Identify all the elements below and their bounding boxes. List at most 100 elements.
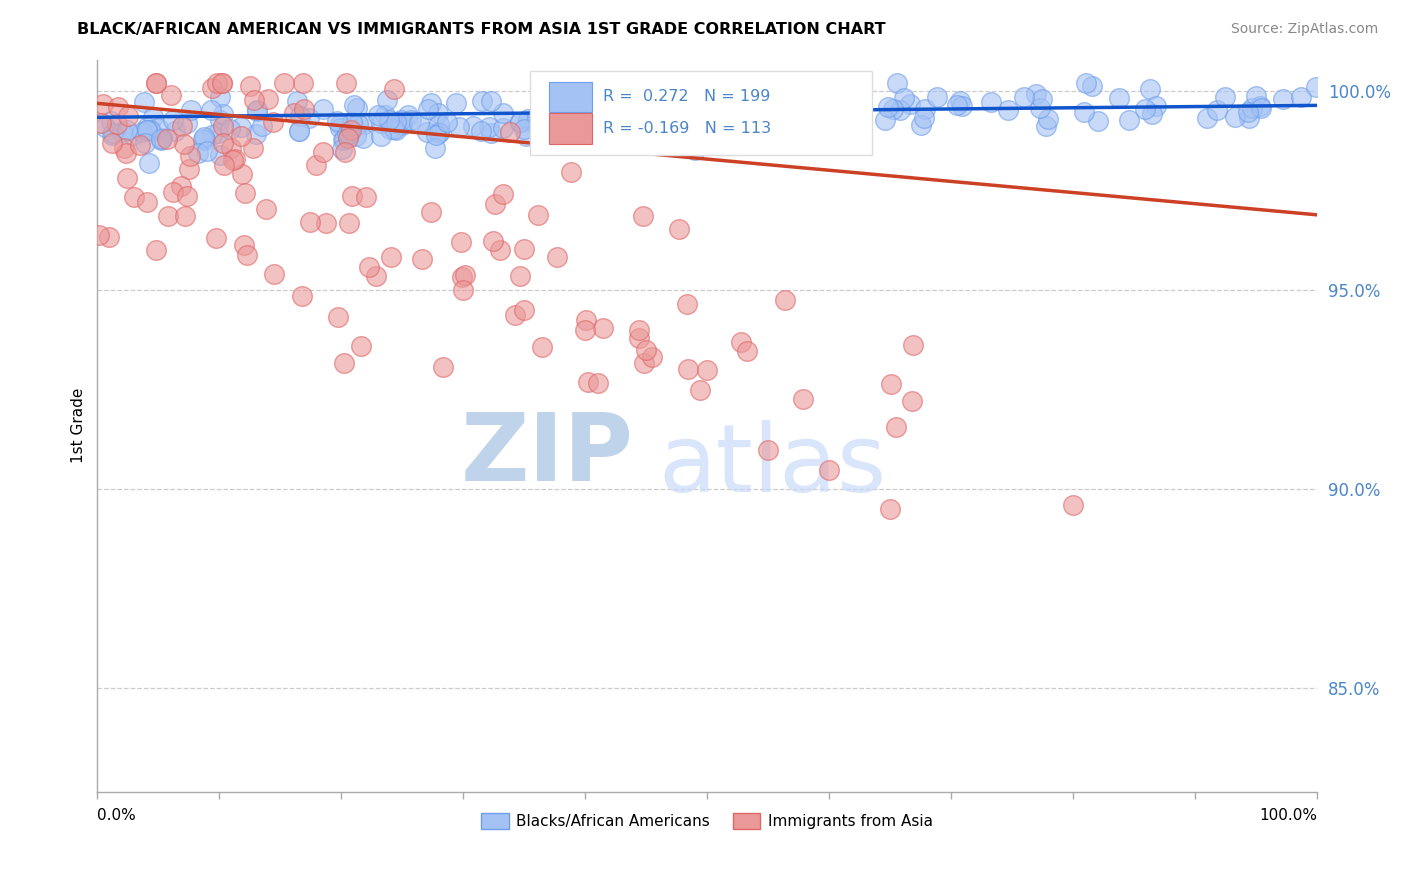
Point <box>818 462 841 476</box>
Point <box>288 109 311 123</box>
Point <box>527 208 550 222</box>
Point <box>574 323 596 337</box>
Point <box>333 356 356 370</box>
Point <box>436 115 458 129</box>
Point <box>212 157 235 171</box>
Point <box>450 270 472 285</box>
Point <box>1213 89 1236 103</box>
Point <box>177 162 200 177</box>
Point <box>346 117 368 131</box>
Point <box>470 124 492 138</box>
Point <box>513 303 536 318</box>
Point <box>484 197 506 211</box>
Point <box>925 89 948 103</box>
Point <box>423 141 446 155</box>
Point <box>377 113 399 128</box>
Point <box>367 108 389 122</box>
Point <box>492 105 515 120</box>
Point <box>115 171 138 186</box>
Point <box>176 116 198 130</box>
Point <box>685 114 707 128</box>
Point <box>586 376 609 390</box>
Point <box>673 91 696 105</box>
Point <box>100 114 122 128</box>
Point <box>643 95 665 110</box>
Text: BLACK/AFRICAN AMERICAN VS IMMIGRANTS FROM ASIA 1ST GRADE CORRELATION CHART: BLACK/AFRICAN AMERICAN VS IMMIGRANTS FRO… <box>77 22 886 37</box>
Point <box>633 209 655 223</box>
Point <box>343 120 366 134</box>
Point <box>676 297 699 311</box>
Point <box>97 230 120 244</box>
Text: R =  0.272   N = 199: R = 0.272 N = 199 <box>603 89 770 104</box>
Point <box>527 119 550 133</box>
Point <box>179 149 201 163</box>
Point <box>149 133 172 147</box>
Legend: Blacks/African Americans, Immigrants from Asia: Blacks/African Americans, Immigrants fro… <box>475 807 939 836</box>
Point <box>471 94 494 108</box>
Point <box>90 116 112 130</box>
Point <box>352 130 374 145</box>
Point <box>328 310 350 325</box>
Point <box>849 107 872 121</box>
Point <box>550 106 572 120</box>
Point <box>273 77 295 91</box>
Point <box>224 152 246 166</box>
Point <box>194 133 217 147</box>
Point <box>1038 112 1060 126</box>
Point <box>156 209 179 223</box>
Point <box>1031 92 1053 106</box>
Point <box>335 77 357 91</box>
Point <box>503 308 526 322</box>
Point <box>211 77 233 91</box>
Point <box>952 99 974 113</box>
Point <box>172 119 194 133</box>
Point <box>429 126 451 140</box>
Point <box>370 116 392 130</box>
Point <box>335 145 357 159</box>
Point <box>1081 78 1104 93</box>
Point <box>142 110 165 124</box>
Point <box>336 130 359 145</box>
Point <box>305 158 328 172</box>
Point <box>893 91 915 105</box>
Point <box>332 131 354 145</box>
Point <box>211 136 233 150</box>
Point <box>283 106 305 120</box>
Point <box>946 98 969 112</box>
Point <box>600 91 623 105</box>
Point <box>427 106 450 120</box>
Point <box>408 116 430 130</box>
Point <box>1206 103 1229 117</box>
Point <box>212 119 235 133</box>
Point <box>337 128 360 142</box>
Point <box>1118 113 1140 128</box>
Point <box>115 123 138 137</box>
Point <box>661 83 683 97</box>
Point <box>117 109 139 123</box>
Point <box>382 82 405 96</box>
Point <box>884 419 907 434</box>
Point <box>111 125 134 139</box>
Point <box>499 125 522 139</box>
Point <box>335 127 357 141</box>
Point <box>627 104 650 119</box>
Point <box>232 238 254 252</box>
Point <box>254 202 277 216</box>
Point <box>1062 499 1084 513</box>
Point <box>136 195 159 210</box>
Point <box>209 112 232 127</box>
Point <box>180 103 202 118</box>
Point <box>832 98 855 112</box>
FancyBboxPatch shape <box>530 70 872 155</box>
Point <box>233 186 256 201</box>
Point <box>112 140 135 154</box>
Point <box>1241 101 1264 115</box>
Point <box>136 120 159 134</box>
FancyBboxPatch shape <box>548 113 592 144</box>
Point <box>478 120 501 134</box>
Point <box>135 122 157 136</box>
Point <box>679 108 702 122</box>
Point <box>526 110 548 124</box>
Point <box>242 94 264 108</box>
Point <box>1074 77 1097 91</box>
